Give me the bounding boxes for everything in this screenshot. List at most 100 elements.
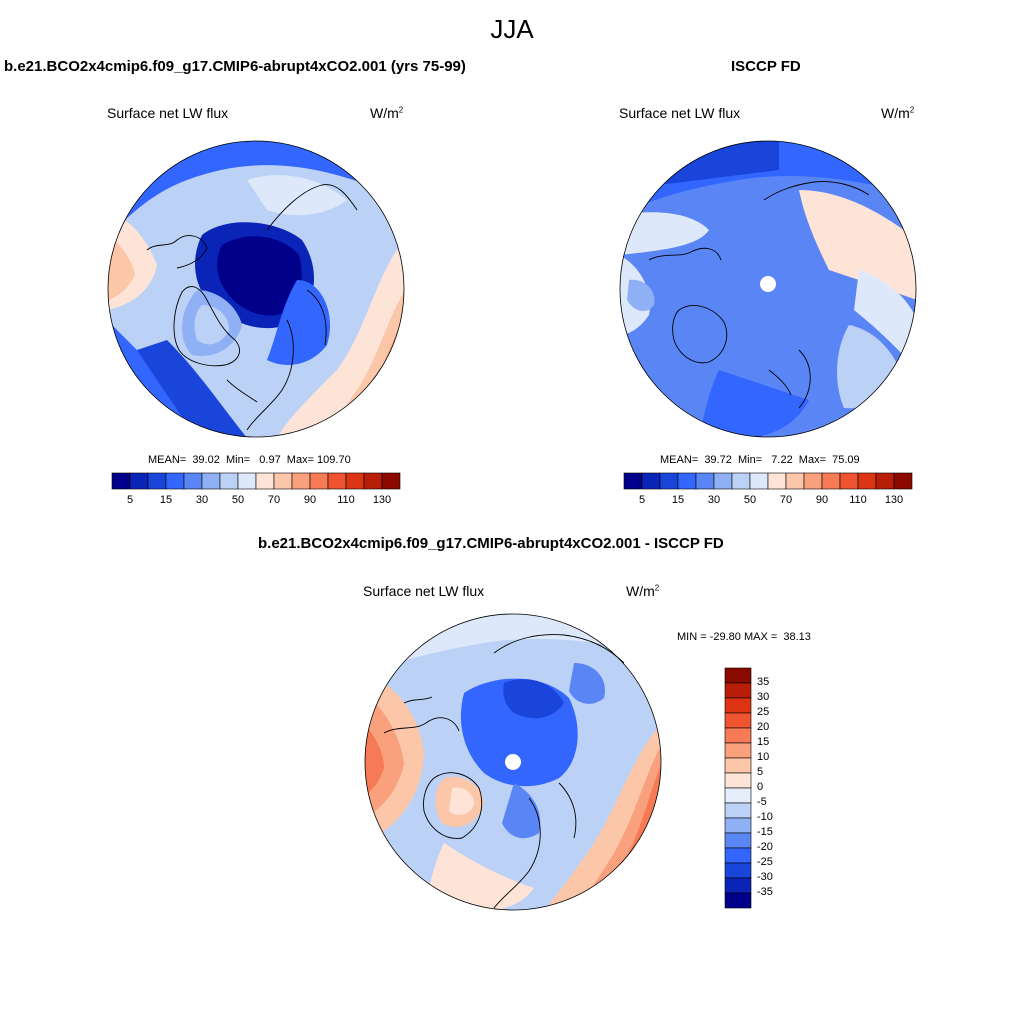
diff-colorbar-swatch bbox=[724, 832, 752, 849]
obs-colorbar-swatch bbox=[731, 472, 751, 490]
obs-colorbar-swatch bbox=[677, 472, 697, 490]
model-colorbar-tick-label: 90 bbox=[303, 494, 317, 506]
obs-colorbar-tick-label: 5 bbox=[638, 494, 646, 506]
diff-colorbar-tick-label: -20 bbox=[757, 841, 773, 853]
diff-colorbar-swatch bbox=[724, 877, 752, 894]
obs-colorbar-tick-label: 50 bbox=[743, 494, 757, 506]
obs-colorbar-swatch bbox=[623, 472, 643, 490]
diff-colorbar-tick-label: 5 bbox=[757, 766, 764, 778]
figure-title: JJA bbox=[490, 14, 534, 44]
diff-colorbar-swatch bbox=[724, 682, 752, 699]
diff-colorbar-swatch bbox=[724, 667, 752, 684]
diff-colorbar-swatch bbox=[724, 802, 752, 819]
model-colorbar-swatch bbox=[255, 472, 275, 490]
obs-colorbar-tick-label: 70 bbox=[779, 494, 793, 506]
diff-colorbar-tick-label: -10 bbox=[757, 811, 773, 823]
diff-variable-label: Surface net LW flux bbox=[363, 583, 485, 599]
obs-colorbar-swatch bbox=[893, 472, 913, 490]
obs-variable-label: Surface net LW flux bbox=[619, 105, 741, 121]
obs-colorbar-swatch bbox=[839, 472, 859, 490]
obs-colorbar-tick-label: 30 bbox=[707, 494, 721, 506]
obs-colorbar-swatch bbox=[641, 472, 661, 490]
diff-colorbar-tick-label: -25 bbox=[757, 856, 773, 868]
diff-colorbar-swatch bbox=[724, 862, 752, 879]
obs-colorbar-swatch bbox=[713, 472, 733, 490]
diff-colorbar-tick-label: -35 bbox=[757, 886, 773, 898]
diff-colorbar-swatch bbox=[724, 817, 752, 834]
diff-colorbar-swatch bbox=[724, 772, 752, 789]
obs-colorbar-tick-label: 130 bbox=[884, 494, 904, 506]
model-colorbar-swatch bbox=[111, 472, 131, 490]
obs-colorbar-swatch bbox=[875, 472, 895, 490]
obs-colorbar-swatch bbox=[785, 472, 805, 490]
diff-colorbar-tick-label: 15 bbox=[757, 736, 770, 748]
model-colorbar bbox=[111, 472, 401, 490]
diff-units-label: W/m2 bbox=[626, 583, 660, 599]
model-colorbar-swatch bbox=[291, 472, 311, 490]
model-colorbar-labels: 5 15 30 50 70 90 110 130 bbox=[112, 494, 400, 508]
diff-colorbar-tick-label: 0 bbox=[757, 781, 764, 793]
model-colorbar-swatch bbox=[183, 472, 203, 490]
diff-colorbar-swatch bbox=[724, 727, 752, 744]
obs-colorbar-labels: 5 15 30 50 70 90 110 130 bbox=[624, 494, 912, 508]
model-units-label: W/m2 bbox=[370, 105, 404, 121]
model-colorbar-swatch bbox=[309, 472, 329, 490]
diff-stats: MIN = -29.80 MAX = 38.13 bbox=[677, 631, 811, 643]
model-colorbar-tick-label: 130 bbox=[372, 494, 392, 506]
model-variable-label: Surface net LW flux bbox=[107, 105, 229, 121]
model-colorbar-swatch bbox=[219, 472, 239, 490]
model-colorbar-swatch bbox=[273, 472, 293, 490]
model-colorbar-swatch bbox=[381, 472, 401, 490]
diff-colorbar-tick-label: 30 bbox=[757, 691, 770, 703]
obs-colorbar-swatch bbox=[695, 472, 715, 490]
model-colorbar-swatch bbox=[201, 472, 221, 490]
diff-colorbar-swatch bbox=[724, 742, 752, 759]
diff-colorbar-tick-label: 25 bbox=[757, 706, 770, 718]
model-colorbar-swatch bbox=[129, 472, 149, 490]
obs-colorbar bbox=[623, 472, 913, 490]
diff-colorbar-labels: 35 30 25 20 15 10 5 0 -5 -10 -15 -20 -25 -30 -35 bbox=[757, 668, 797, 908]
model-colorbar-tick-label: 5 bbox=[126, 494, 134, 506]
model-colorbar-swatch bbox=[363, 472, 383, 490]
diff-colorbar-tick-label: -30 bbox=[757, 871, 773, 883]
diff-colorbar-swatch bbox=[724, 757, 752, 774]
obs-colorbar-tick-label: 90 bbox=[815, 494, 829, 506]
obs-colorbar-tick-label: 110 bbox=[849, 494, 867, 506]
model-colorbar-tick-label: 70 bbox=[267, 494, 281, 506]
obs-colorbar-swatch bbox=[659, 472, 679, 490]
model-stats: MEAN= 39.02 Min= 0.97 Max= 109.70 bbox=[148, 454, 351, 466]
model-colorbar-tick-label: 110 bbox=[337, 494, 355, 506]
diff-colorbar-tick-label: 10 bbox=[757, 751, 770, 763]
model-colorbar-swatch bbox=[165, 472, 185, 490]
model-colorbar-swatch bbox=[327, 472, 347, 490]
obs-colorbar-swatch bbox=[821, 472, 841, 490]
model-polar-map bbox=[107, 140, 405, 438]
model-colorbar-swatch bbox=[147, 472, 167, 490]
model-colorbar-tick-label: 30 bbox=[195, 494, 209, 506]
obs-colorbar-swatch bbox=[803, 472, 823, 490]
diff-colorbar-swatch bbox=[724, 712, 752, 729]
diff-polar-map bbox=[364, 613, 662, 911]
obs-units-label: W/m2 bbox=[881, 105, 915, 121]
diff-colorbar-tick-label: 35 bbox=[757, 676, 770, 688]
diff-panel-title: b.e21.BCO2x4cmip6.f09_g17.CMIP6-abrupt4x… bbox=[258, 535, 724, 552]
model-panel-title: b.e21.BCO2x4cmip6.f09_g17.CMIP6-abrupt4x… bbox=[4, 58, 466, 75]
model-colorbar-swatch bbox=[345, 472, 365, 490]
obs-colorbar-swatch bbox=[749, 472, 769, 490]
obs-colorbar-tick-label: 15 bbox=[671, 494, 685, 506]
obs-stats: MEAN= 39.72 Min= 7.22 Max= 75.09 bbox=[660, 454, 860, 466]
diff-colorbar-tick-label: -15 bbox=[757, 826, 773, 838]
obs-colorbar-swatch bbox=[767, 472, 787, 490]
model-colorbar-swatch bbox=[237, 472, 257, 490]
diff-colorbar-tick-label: 20 bbox=[757, 721, 770, 733]
obs-colorbar-swatch bbox=[857, 472, 877, 490]
obs-polar-map bbox=[619, 140, 917, 438]
diff-colorbar-swatch bbox=[724, 892, 752, 909]
diff-colorbar-swatch bbox=[724, 847, 752, 864]
diff-colorbar-tick-label: -5 bbox=[757, 796, 767, 808]
model-colorbar-tick-label: 15 bbox=[159, 494, 173, 506]
diff-colorbar-swatch bbox=[724, 697, 752, 714]
model-colorbar-tick-label: 50 bbox=[231, 494, 245, 506]
obs-panel-title: ISCCP FD bbox=[731, 58, 801, 75]
diff-colorbar-swatch bbox=[724, 787, 752, 804]
